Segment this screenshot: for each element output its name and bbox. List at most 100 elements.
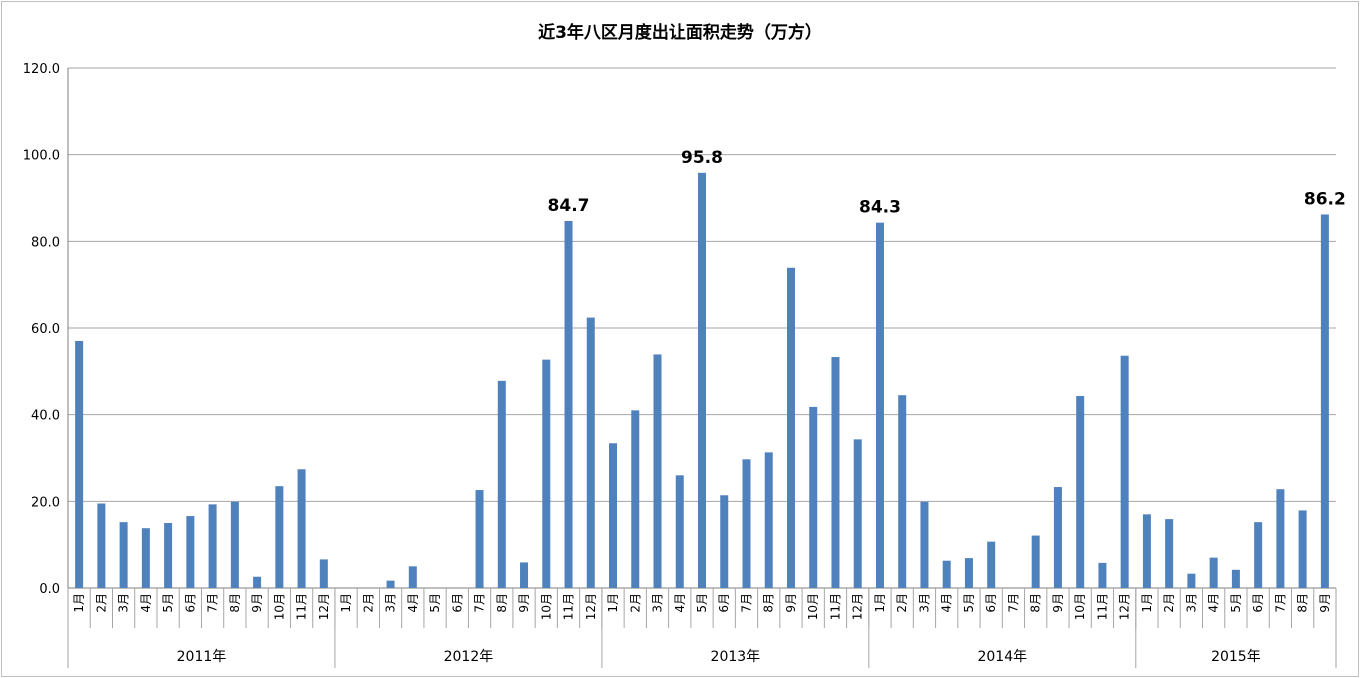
- y-tick-label: 120.0: [23, 62, 60, 77]
- year-group-label: 2014年: [977, 649, 1027, 665]
- x-tick-label: 12月: [1118, 593, 1132, 620]
- x-tick-label: 8月: [228, 593, 242, 613]
- bar: [1142, 514, 1151, 588]
- x-tick-label: 10月: [272, 593, 286, 620]
- bar: [786, 267, 795, 588]
- bar: [853, 439, 862, 588]
- bar: [1165, 519, 1174, 588]
- x-tick-label: 4月: [139, 593, 153, 613]
- x-tick-label: 7月: [473, 593, 487, 613]
- bar: [1076, 396, 1085, 588]
- bar: [1320, 214, 1329, 588]
- x-tick-label: 8月: [495, 593, 509, 613]
- bar: [119, 522, 128, 588]
- x-tick-label: 4月: [940, 593, 954, 613]
- bar: [497, 380, 506, 588]
- x-tick-label: 1月: [873, 593, 887, 613]
- bar: [720, 495, 729, 588]
- x-tick-label: 12月: [317, 593, 331, 620]
- chart-title: 近3年八区月度出让面积走势（万方）: [538, 23, 822, 43]
- x-tick-label: 1月: [339, 593, 353, 613]
- x-tick-label: 12月: [851, 593, 865, 620]
- bar: [809, 406, 818, 588]
- x-tick-label: 3月: [917, 593, 931, 613]
- x-tick-label: 2月: [1162, 593, 1176, 613]
- bar: [75, 341, 84, 588]
- bar: [898, 395, 907, 588]
- bar: [1231, 569, 1240, 588]
- bar: [675, 475, 684, 588]
- x-tick-label: 4月: [1207, 593, 1221, 613]
- x-tick-label: 10月: [539, 593, 553, 620]
- x-tick-label: 6月: [717, 593, 731, 613]
- x-tick-label: 11月: [828, 593, 842, 620]
- year-group-label: 2015年: [1211, 649, 1261, 665]
- x-tick-label: 2月: [94, 593, 108, 613]
- y-tick-label: 80.0: [31, 235, 60, 250]
- data-label: 84.3: [859, 198, 901, 218]
- y-tick-label: 60.0: [31, 322, 60, 337]
- x-tick-label: 8月: [762, 593, 776, 613]
- bar: [520, 562, 529, 588]
- x-tick-label: 9月: [784, 593, 798, 613]
- x-tick-label: 1月: [72, 593, 86, 613]
- bar: [186, 516, 195, 588]
- x-tick-label: 6月: [450, 593, 464, 613]
- x-tick-label: 7月: [206, 593, 220, 613]
- year-group-label: 2012年: [444, 649, 494, 665]
- x-tick-label: 8月: [1029, 593, 1043, 613]
- x-tick-label: 1月: [606, 593, 620, 613]
- bar: [920, 501, 929, 588]
- x-tick-label: 10月: [806, 593, 820, 620]
- x-tick-label: 2月: [628, 593, 642, 613]
- x-tick-label: 11月: [295, 593, 309, 620]
- x-tick-label: 6月: [984, 593, 998, 613]
- x-tick-label: 5月: [161, 593, 175, 613]
- x-tick-label: 6月: [183, 593, 197, 613]
- bar: [230, 501, 239, 588]
- bar: [742, 459, 751, 588]
- bar: [1209, 557, 1218, 588]
- x-tick-label: 9月: [1051, 593, 1065, 613]
- x-tick-label: 8月: [1296, 593, 1310, 613]
- bar: [831, 357, 840, 588]
- x-tick-label: 2月: [361, 593, 375, 613]
- bar: [164, 523, 173, 588]
- x-tick-label: 10月: [1073, 593, 1087, 620]
- bar: [408, 566, 417, 588]
- bar: [1120, 355, 1129, 588]
- y-tick-label: 100.0: [23, 149, 60, 164]
- y-tick-label: 40.0: [31, 409, 60, 424]
- x-tick-label: 1月: [1140, 593, 1154, 613]
- x-tick-label: 2月: [895, 593, 909, 613]
- bar: [964, 558, 973, 588]
- bar: [631, 410, 640, 588]
- x-tick-label: 3月: [117, 593, 131, 613]
- x-tick-label: 5月: [962, 593, 976, 613]
- bar: [1031, 535, 1040, 588]
- bar: [586, 317, 595, 588]
- bar: [1276, 489, 1285, 588]
- bar: [208, 504, 217, 588]
- bar: [609, 443, 618, 588]
- x-tick-label: 5月: [1229, 593, 1243, 613]
- bar: [386, 580, 395, 588]
- x-tick-label: 6月: [1251, 593, 1265, 613]
- bar: [275, 486, 284, 588]
- x-tick-label: 7月: [1006, 593, 1020, 613]
- bar: [942, 560, 951, 588]
- x-tick-label: 3月: [651, 593, 665, 613]
- year-group-label: 2013年: [711, 649, 761, 665]
- x-tick-label: 3月: [384, 593, 398, 613]
- x-tick-label: 7月: [739, 593, 753, 613]
- bar: [698, 172, 706, 588]
- bar: [1187, 573, 1196, 588]
- y-tick-label: 20.0: [31, 495, 60, 510]
- x-tick-label: 9月: [1318, 593, 1332, 613]
- data-label: 95.8: [681, 148, 723, 168]
- bar: [1254, 522, 1263, 588]
- bar: [1298, 510, 1307, 588]
- x-tick-label: 4月: [673, 593, 687, 613]
- data-label: 86.2: [1304, 189, 1346, 209]
- x-tick-label: 12月: [584, 593, 598, 620]
